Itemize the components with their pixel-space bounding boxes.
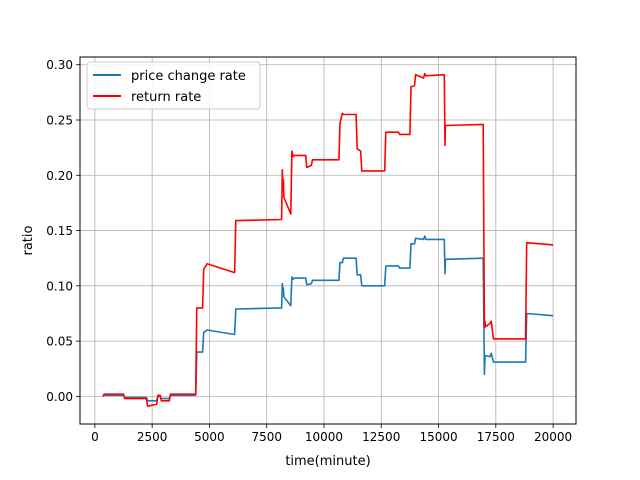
y-tick-label: 0.30 [46, 58, 73, 72]
x-tick-label: 12500 [362, 430, 400, 444]
series-line-return-rate [102, 72, 554, 408]
plot-frame [79, 56, 577, 425]
y-tick-label: 0.25 [46, 114, 73, 128]
legend-box [86, 61, 261, 110]
x-axis: 0 2500 5000 7500 10000 12500 15000 17500 20000 [91, 424, 572, 444]
x-tick-label: 17500 [477, 430, 515, 444]
x-tick-label: 10000 [305, 430, 343, 444]
x-tick-label: 5000 [194, 430, 225, 444]
y-tick-label: 0.15 [46, 224, 73, 238]
legend: price change rate return rate [86, 61, 261, 110]
grid [80, 57, 576, 424]
y-tick-label: 0.05 [46, 335, 73, 349]
x-axis-label: time(minute) [285, 454, 370, 469]
x-tick-label: 2500 [137, 430, 168, 444]
y-axis-label: ratio [21, 225, 36, 255]
y-tick-label: 0.20 [46, 169, 73, 183]
x-tick-label: 0 [91, 430, 99, 444]
series-layer [102, 72, 554, 408]
y-tick-label: 0.00 [46, 390, 73, 404]
y-axis: 0.00 0.05 0.10 0.15 0.20 0.25 0.30 [46, 58, 80, 404]
x-tick-label: 15000 [419, 430, 457, 444]
y-tick-label: 0.10 [46, 279, 73, 293]
legend-label-price-change-rate: price change rate [131, 69, 246, 84]
x-tick-label: 20000 [534, 430, 572, 444]
legend-label-return-rate: return rate [131, 90, 201, 105]
x-tick-label: 7500 [251, 430, 282, 444]
